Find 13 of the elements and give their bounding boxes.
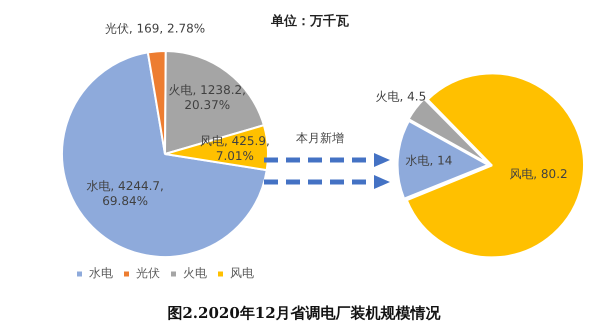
- legend-label: 光伏: [136, 266, 160, 280]
- text: 单位：万千瓦: [270, 12, 350, 30]
- text: 本月新增: [296, 130, 344, 147]
- data-label: 火电, 1238.2, 20.37%: [168, 82, 246, 112]
- data-label: 水电, 4244.7, 69.84%: [86, 178, 164, 208]
- legend-label: 火电: [183, 266, 207, 280]
- text: 图2.2020年12月省调电厂装机规模情况: [166, 304, 442, 323]
- legend-label: 风电: [230, 266, 254, 280]
- data-label: 光伏, 169, 2.78%: [104, 22, 206, 36]
- data-label: 水电, 14: [405, 153, 452, 168]
- data-label: 火电, 4.5: [376, 89, 426, 104]
- legend-label: 水电: [89, 266, 113, 280]
- data-label: 风电, 80.2: [509, 167, 568, 182]
